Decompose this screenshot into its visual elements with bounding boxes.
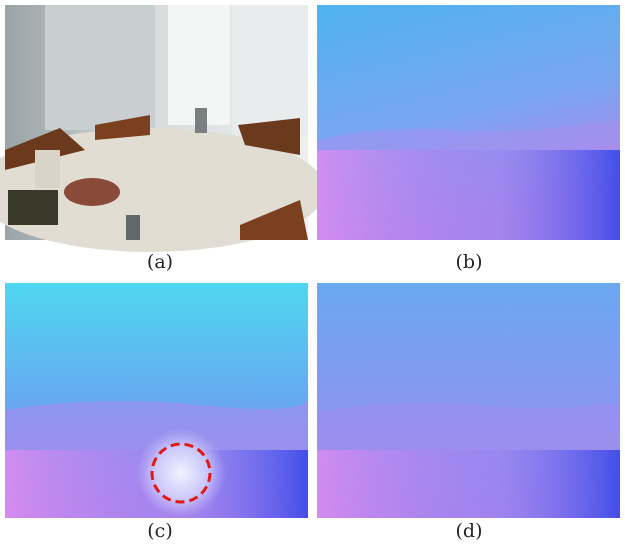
caption: (c) [147,520,172,542]
panel-a-image [0,5,325,252]
caption: (d) [456,520,483,542]
highlight-circle [150,442,212,504]
caption: (b) [456,251,483,273]
panel-b-image [317,5,620,240]
panel-c-image [5,283,308,518]
panel-d-image [317,283,620,518]
caption: (a) [147,251,173,273]
